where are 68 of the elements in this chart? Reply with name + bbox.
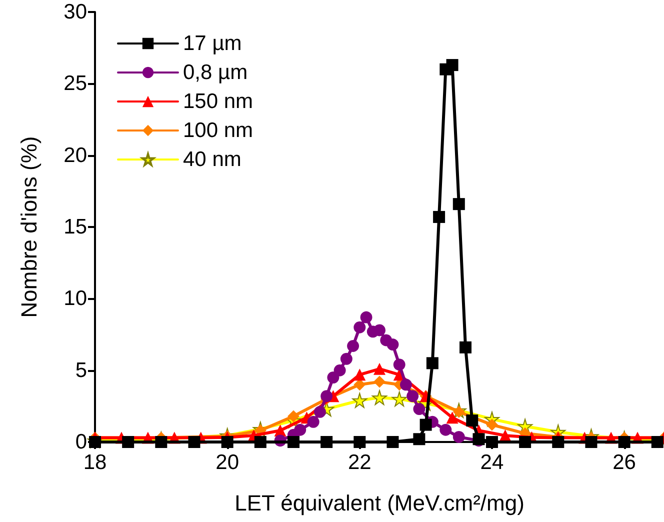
- legend-label: 17 µm: [183, 32, 242, 55]
- point: [360, 311, 372, 324]
- point: [386, 338, 399, 351]
- y-tick-label: 5: [75, 358, 87, 382]
- point: [400, 378, 412, 391]
- point: [440, 424, 452, 436]
- point: [413, 403, 426, 416]
- point: [426, 357, 438, 370]
- point: [420, 418, 432, 431]
- y-tick-label: 20: [64, 144, 87, 167]
- point: [354, 321, 366, 334]
- x-tick-label: 20: [216, 451, 240, 474]
- point: [552, 436, 564, 448]
- point: [446, 412, 458, 424]
- point: [340, 352, 352, 365]
- point: [406, 390, 419, 402]
- point: [651, 436, 664, 448]
- point: [392, 392, 407, 406]
- point: [320, 436, 333, 448]
- point: [486, 436, 498, 448]
- legend-label: 100 nm: [183, 119, 254, 142]
- x-axis-title: LET équivalent (MeV.cm²/mg): [234, 490, 524, 516]
- point: [287, 410, 300, 422]
- point: [519, 436, 532, 448]
- y-tick-label: 25: [64, 72, 87, 96]
- legend-label: 0,8 µm: [183, 61, 248, 84]
- x-tick-label: 24: [480, 451, 504, 474]
- x-tick-label: 18: [83, 451, 107, 474]
- point: [320, 390, 333, 402]
- point: [372, 390, 387, 406]
- y-tick-label: 30: [64, 0, 87, 24]
- point: [374, 362, 386, 375]
- point: [334, 364, 346, 376]
- point: [287, 436, 300, 448]
- point: [188, 436, 200, 448]
- point: [307, 416, 320, 428]
- point: [452, 198, 465, 210]
- point: [446, 59, 458, 72]
- point: [314, 406, 326, 418]
- y-tick-label: 10: [64, 287, 87, 310]
- point: [122, 436, 134, 448]
- point: [466, 414, 478, 426]
- y-tick-label: 15: [64, 216, 87, 238]
- point: [393, 358, 406, 371]
- x-tick-label: 26: [612, 451, 636, 474]
- point: [374, 376, 386, 388]
- legend-label: 150 nm: [183, 90, 254, 113]
- point: [354, 368, 366, 381]
- point: [347, 340, 360, 352]
- y-axis-title: Nombre d'ions (%): [16, 136, 42, 318]
- point: [618, 436, 630, 448]
- point: [221, 436, 234, 448]
- point: [386, 436, 399, 448]
- y-tick-label: 0: [75, 430, 87, 454]
- x-tick-label: 22: [348, 451, 372, 474]
- point: [354, 436, 366, 448]
- point: [254, 436, 266, 448]
- point: [294, 424, 306, 436]
- point: [413, 433, 426, 446]
- point: [327, 372, 340, 384]
- point: [452, 430, 465, 443]
- legend-label: 40 nm: [183, 148, 242, 171]
- point: [352, 392, 368, 408]
- point: [155, 436, 168, 448]
- point: [585, 436, 598, 448]
- point: [433, 210, 446, 223]
- point: [374, 324, 386, 336]
- point: [460, 341, 472, 354]
